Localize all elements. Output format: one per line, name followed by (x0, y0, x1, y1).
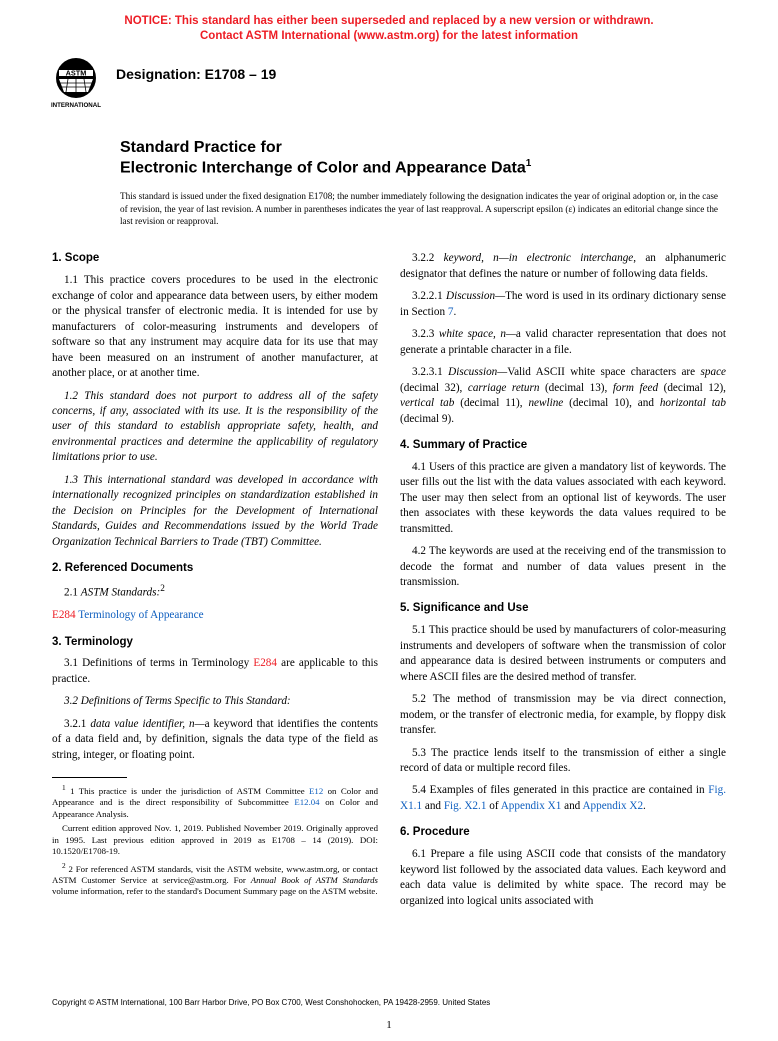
p-3-2-3-1-disc: Discussion— (448, 366, 507, 378)
svg-text:ASTM: ASTM (66, 68, 87, 77)
p-3-2-2-1-lead: 3.2.2.1 (412, 290, 446, 302)
p-5-4-c: of (486, 800, 500, 812)
p-5-4-a: 5.4 Examples of files generated in this … (412, 784, 708, 796)
sec-1-head: 1. Scope (52, 251, 378, 267)
title-sup: 1 (526, 158, 532, 169)
ws-e: (decimal 11), (454, 397, 528, 409)
ws-b: (decimal 32), (400, 382, 468, 394)
p-4-2: 4.2 The keywords are used at the receivi… (400, 544, 726, 590)
ws-g: (decimal 9). (400, 413, 454, 425)
fn1-l1[interactable]: E12 (309, 786, 323, 796)
ws-ht: horizontal tab (660, 397, 726, 409)
ref-e284-title: Terminology of Appearance (76, 609, 204, 621)
p-5-4-l3[interactable]: Appendix X1 (501, 800, 562, 812)
p-5-3: 5.3 The practice lends itself to the tra… (400, 746, 726, 777)
ws-d: (decimal 12), (658, 382, 726, 394)
footnote-1: 1 1 This practice is under the jurisdict… (52, 783, 378, 820)
copyright: Copyright © ASTM International, 100 Barr… (0, 998, 778, 1007)
p-2-1-lead: 2.1 (64, 587, 81, 599)
p-3-2-3-1: 3.2.3.1 Discussion—Valid ASCII white spa… (400, 365, 726, 427)
footnote-1b: Current edition approved Nov. 1, 2019. P… (52, 823, 378, 857)
p-3-1a: 3.1 Definitions of terms in Terminology (64, 657, 253, 669)
sec-2-head: 2. Referenced Documents (52, 561, 378, 577)
p-3-2-3-lead: 3.2.3 (412, 328, 439, 340)
right-column: 3.2.2 keyword, n—in electronic interchan… (400, 251, 726, 916)
ws-nl: newline (528, 397, 563, 409)
p-3-2-2-1-b: . (453, 306, 456, 318)
supersession-notice: NOTICE: This standard has either been su… (0, 0, 778, 44)
ws-space: space (701, 366, 726, 378)
p-5-4-d: and (561, 800, 582, 812)
p-3-2-3: 3.2.3 white space, n—a valid character r… (400, 327, 726, 358)
ref-e284-code: E284 (52, 609, 76, 621)
fn1-a: 1 This practice is under the jurisdictio… (70, 786, 309, 796)
p-1-1: 1.1 This practice covers procedures to b… (52, 273, 378, 381)
title-block: Standard Practice for Electronic Interch… (120, 138, 718, 228)
title-text: Electronic Interchange of Color and Appe… (120, 159, 526, 176)
ws-f: (decimal 10), and (563, 397, 660, 409)
p-3-2-2-1-disc: Discussion— (446, 290, 505, 302)
p-1-3: 1.3 This international standard was deve… (52, 473, 378, 550)
p-3-2-3-1-a: Valid ASCII white space characters are (507, 366, 700, 378)
p-3-2-1: 3.2.1 data value identifier, n—a keyword… (52, 717, 378, 763)
p-4-1: 4.1 Users of this practice are given a m… (400, 460, 726, 537)
p-2-1-ital: ASTM Standards: (81, 587, 160, 599)
svg-text:INTERNATIONAL: INTERNATIONAL (51, 102, 101, 109)
p-2-1-sup: 2 (160, 584, 165, 594)
footnote-2: 2 2 For referenced ASTM standards, visit… (52, 861, 378, 898)
p-5-1: 5.1 This practice should be used by manu… (400, 623, 726, 685)
p-3-2-1-lead: 3.2.1 (64, 718, 90, 730)
p-3-2-2-1: 3.2.2.1 Discussion—The word is used in i… (400, 289, 726, 320)
header-row: ASTM INTERNATIONAL Designation: E1708 – … (0, 56, 778, 112)
p-5-4-l2[interactable]: Fig. X2.1 (444, 800, 487, 812)
footer: Copyright © ASTM International, 100 Barr… (0, 998, 778, 1031)
issuance-note: This standard is issued under the fixed … (120, 190, 718, 227)
fn2-i: Annual Book of ASTM Standards (251, 875, 378, 885)
notice-line2: Contact ASTM International (www.astm.org… (200, 30, 578, 42)
p-3-2-2: 3.2.2 keyword, n—in electronic interchan… (400, 251, 726, 282)
p-3-2: 3.2 Definitions of Terms Specific to Thi… (52, 694, 378, 709)
p-5-4-b: and (422, 800, 444, 812)
p-3-2-2-lead: 3.2.2 (412, 252, 444, 264)
left-column: 1. Scope 1.1 This practice covers proced… (52, 251, 378, 916)
p-3-1: 3.1 Definitions of terms in Terminology … (52, 656, 378, 687)
p-5-4-l4[interactable]: Appendix X2 (582, 800, 643, 812)
sec-5-head: 5. Significance and Use (400, 601, 726, 617)
ref-e284[interactable]: E284 Terminology of Appearance (52, 608, 378, 623)
sec-6-head: 6. Procedure (400, 825, 726, 841)
ws-c: (decimal 13), (539, 382, 612, 394)
sec-3-head: 3. Terminology (52, 635, 378, 651)
p-5-4-e: . (643, 800, 646, 812)
astm-logo: ASTM INTERNATIONAL (46, 56, 106, 112)
p-5-4: 5.4 Examples of files generated in this … (400, 783, 726, 814)
page-number: 1 (0, 1019, 778, 1031)
p-1-2: 1.2 This standard does not purport to ad… (52, 389, 378, 466)
sec-4-head: 4. Summary of Practice (400, 438, 726, 454)
designation: Designation: E1708 – 19 (116, 56, 276, 82)
p-2-1: 2.1 ASTM Standards:2 (52, 583, 378, 601)
footnote-rule (52, 777, 127, 778)
ws-ff: form feed (613, 382, 658, 394)
fn1-l2[interactable]: E12.04 (294, 797, 319, 807)
p-3-2-3-term: white space, n— (439, 328, 516, 340)
fn2-b: volume information, refer to the standar… (52, 886, 378, 896)
p-5-2: 5.2 The method of transmission may be vi… (400, 692, 726, 738)
p-6-1: 6.1 Prepare a file using ASCII code that… (400, 847, 726, 909)
notice-line1: NOTICE: This standard has either been su… (124, 15, 653, 27)
p-3-2-3-1-lead: 3.2.3.1 (412, 366, 448, 378)
ws-vt: vertical tab (400, 397, 454, 409)
title-line1: Standard Practice for (120, 138, 718, 158)
p-3-2-1-term: data value identifier, n— (90, 718, 204, 730)
body-columns: 1. Scope 1.1 This practice covers proced… (0, 251, 778, 916)
title-line2: Electronic Interchange of Color and Appe… (120, 158, 718, 178)
p-3-1-link[interactable]: E284 (253, 657, 277, 669)
ws-cr: carriage return (468, 382, 540, 394)
p-3-2-2-term: keyword, n—in electronic interchange (444, 252, 634, 264)
